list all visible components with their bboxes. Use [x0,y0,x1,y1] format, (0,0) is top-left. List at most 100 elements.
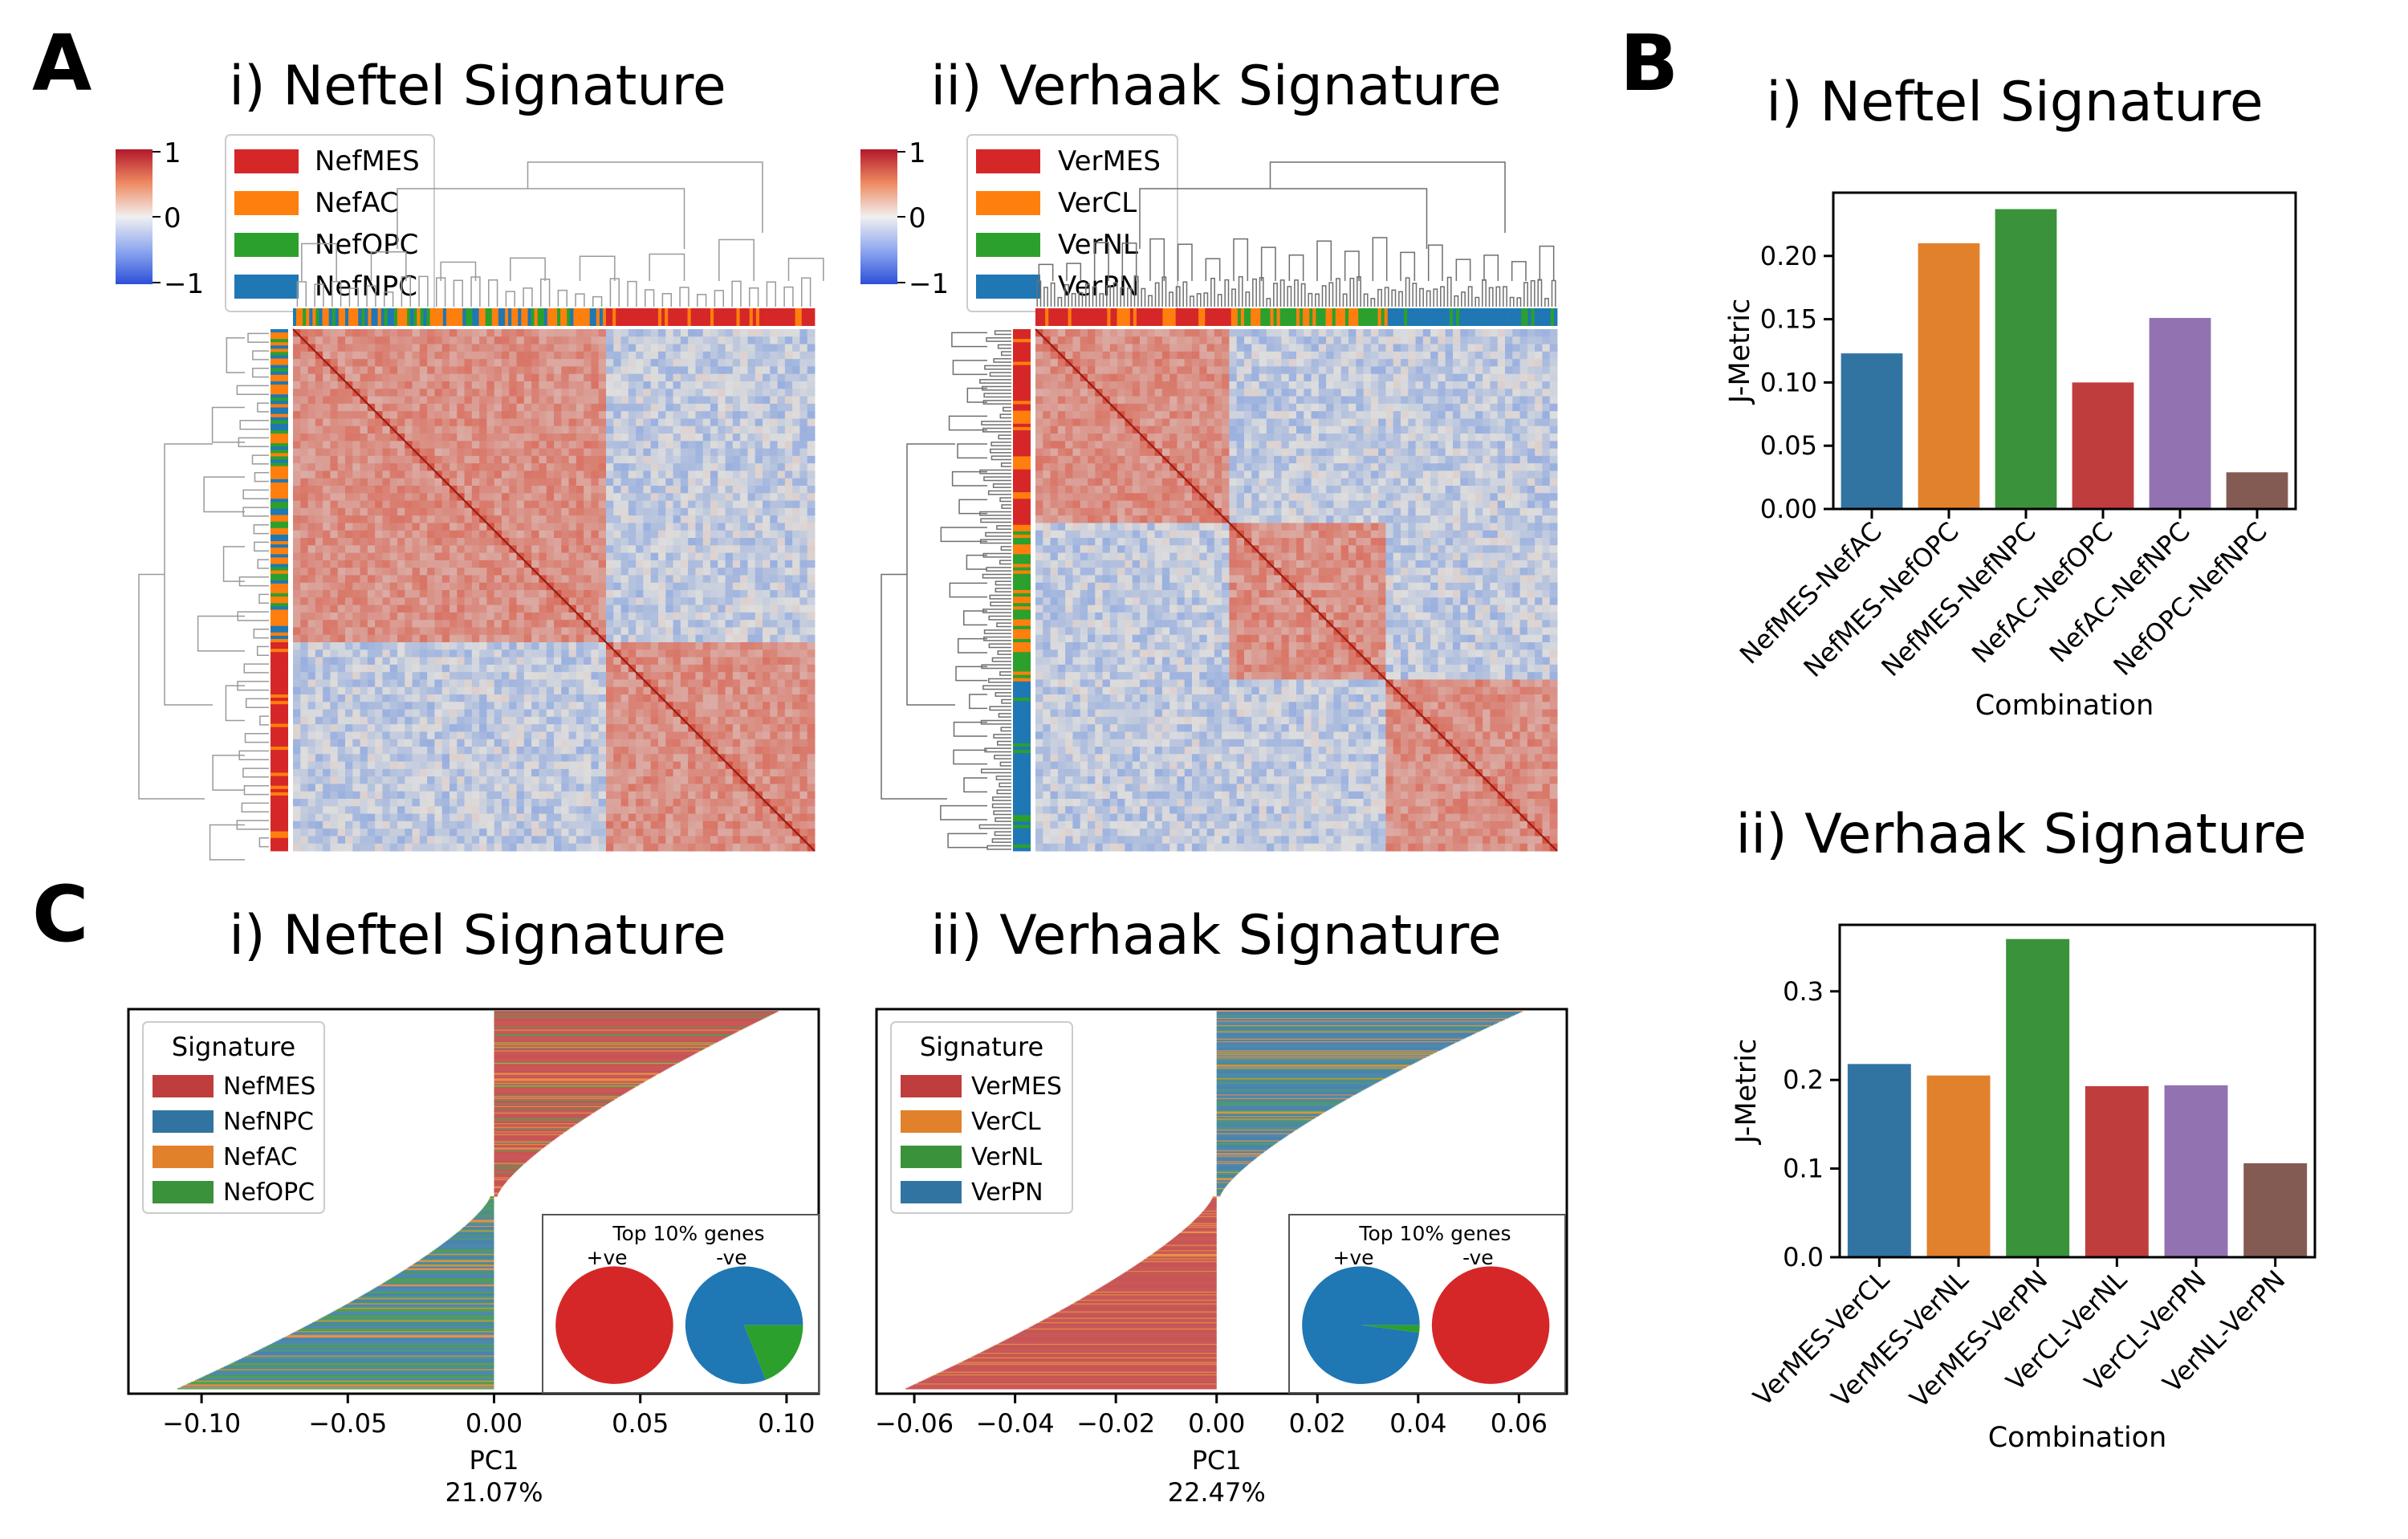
panel-a: A i) Neftel Signature ii) Verhaak Signat… [32,18,1558,861]
heatmap-cell [673,500,681,509]
heatmap-cell [718,568,726,576]
heatmap-cell [755,776,763,784]
heatmap-cell [792,478,800,487]
heatmap-cell [382,552,391,561]
heatmap-cell [531,545,539,554]
heatmap-cell [330,605,339,613]
heatmap-cell [397,582,405,591]
heatmap-cell [807,634,816,643]
heatmap-cell [494,672,502,680]
heatmap-cell [695,575,704,584]
heatmap-cell [799,530,808,539]
heatmap-cell [397,470,405,479]
heatmap-cell [352,344,361,352]
heatmap-cell [606,336,614,345]
heatmap-cell [352,731,361,740]
heatmap-cell [434,716,443,725]
annotation-bar-left [270,361,288,366]
heatmap-cell [598,381,607,389]
heatmap-cell [502,381,510,389]
heatmap-cell [613,664,622,673]
heatmap-cell [494,500,502,509]
heatmap-cell [471,470,480,479]
heatmap-cell [486,344,495,352]
heatmap-cell [591,843,600,852]
heatmap-cell [568,694,577,702]
heatmap-cell [554,724,562,732]
heatmap-cell [584,441,592,450]
heatmap-cell [554,582,562,591]
heatmap-cell [509,344,518,352]
annotation-bar-top [355,308,359,326]
heatmap-cell [584,649,592,658]
heatmap-cell [367,642,376,650]
heatmap-cell [539,396,547,405]
heatmap-cell [770,582,779,591]
heatmap-cell [695,649,704,658]
heatmap-cell [352,806,361,815]
heatmap-cell [375,507,383,516]
heatmap-cell [486,829,495,837]
heatmap-cell [486,799,495,807]
heatmap-cell [680,709,689,718]
heatmap-cell [784,590,793,598]
heatmap-cell [784,649,793,658]
heatmap-cell [457,441,466,450]
heatmap-cell [658,649,666,658]
heatmap-cell [375,389,383,397]
heatmap-cell [718,806,726,815]
heatmap-cell [658,396,666,405]
heatmap-cell [702,575,711,584]
heatmap-cell [673,552,681,561]
heatmap-cell [397,389,405,397]
heatmap-cell [375,836,383,845]
heatmap-cell [628,523,637,531]
heatmap-cell [695,768,704,777]
heatmap-cell [323,709,331,718]
heatmap-cell [419,686,428,695]
heatmap-cell [710,829,718,837]
heatmap-cell [427,590,435,598]
heatmap-cell [747,373,756,382]
heatmap-cell [763,381,771,389]
heatmap-cell [732,470,741,479]
heatmap-cell [419,739,428,747]
heatmap-cell [471,515,480,523]
heatmap-cell [509,486,518,494]
heatmap-cell [323,813,331,822]
heatmap-cell [427,657,435,666]
heatmap-cell [367,679,376,688]
heatmap-cell [763,418,771,427]
heatmap-cell [434,634,443,643]
heatmap-cell [613,754,622,763]
heatmap-cell [680,820,689,829]
heatmap-cell [449,455,458,464]
heatmap-cell [568,575,577,584]
heatmap-cell [337,694,346,702]
colorbar-tick-label: −1 [909,268,949,300]
heatmap-cell [464,396,473,405]
heatmap-cell [412,418,421,427]
heatmap-cell [330,403,339,412]
heatmap-cell [516,799,525,807]
heatmap-cell [636,545,644,554]
heatmap-cell [352,605,361,613]
heatmap-cell [315,493,323,502]
heatmap-cell [449,672,458,680]
heatmap-cell [673,605,681,613]
heatmap-cell [576,702,584,710]
heatmap-cell [568,381,577,389]
heatmap-cell [792,754,800,763]
heatmap-cell [688,425,696,434]
heatmap-cell [367,657,376,666]
heatmap-cell [337,672,346,680]
heatmap-cell [665,612,674,621]
heatmap-cell [523,820,532,829]
heatmap-cell [352,434,361,442]
heatmap-cell [315,627,323,636]
heatmap-cell [367,694,376,702]
heatmap-cell [576,351,584,360]
heatmap-cell [337,836,346,845]
heatmap-cell [323,448,331,457]
heatmap-cell [412,836,421,845]
